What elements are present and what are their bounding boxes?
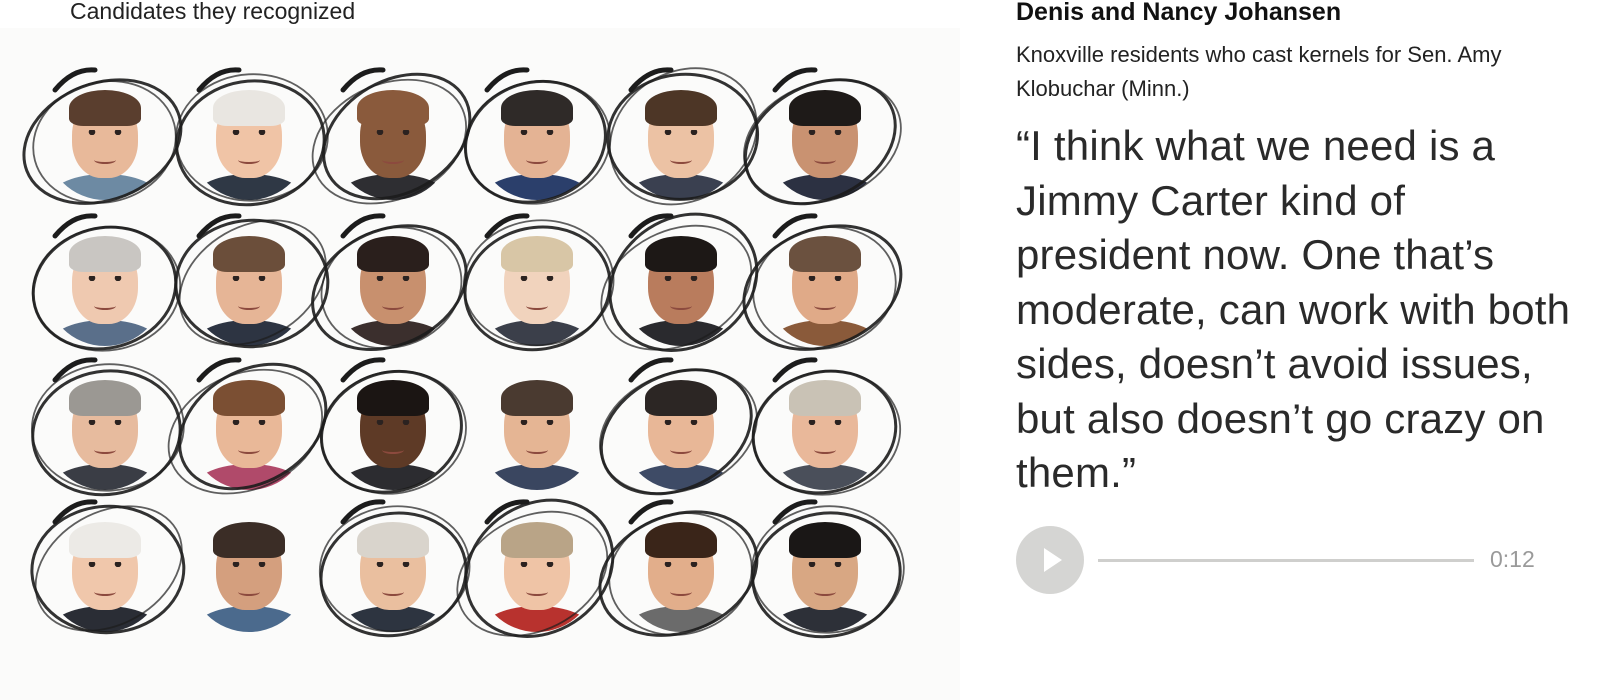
candidate-portrait [477,370,597,490]
candidate-portrait [477,226,597,346]
voter-quote: “I think what we need is a Jimmy Carter … [1016,122,1571,496]
candidate-portrait [189,226,309,346]
candidate-portrait [765,226,885,346]
candidate-portrait [333,80,453,200]
candidate-portrait [621,80,741,200]
grid-caption: Candidates they recognized [70,0,356,24]
candidate-portrait [189,370,309,490]
candidate-portrait [45,226,165,346]
audio-player: 0:12 [1016,526,1576,596]
voter-description: Knoxville residents who cast kernels for… [1016,42,1502,101]
candidate-portrait [333,226,453,346]
candidate-portrait [189,512,309,632]
voter-name: Denis and Nancy Johansen [1016,0,1342,26]
candidate-portrait [621,226,741,346]
candidate-portrait [621,370,741,490]
candidate-portrait [189,80,309,200]
candidate-grid [45,80,885,632]
candidate-portrait [765,80,885,200]
play-button[interactable] [1016,526,1084,594]
candidate-portrait [45,370,165,490]
candidate-portrait [621,512,741,632]
audio-progress-track[interactable] [1098,559,1474,562]
audio-duration: 0:12 [1490,546,1535,572]
candidate-portrait [477,512,597,632]
candidate-portrait [333,370,453,490]
candidate-portrait [765,512,885,632]
candidate-portrait [477,80,597,200]
candidate-portrait [765,370,885,490]
candidate-portrait [333,512,453,632]
candidate-portrait [45,512,165,632]
candidate-portrait [45,80,165,200]
play-icon [1044,548,1062,572]
